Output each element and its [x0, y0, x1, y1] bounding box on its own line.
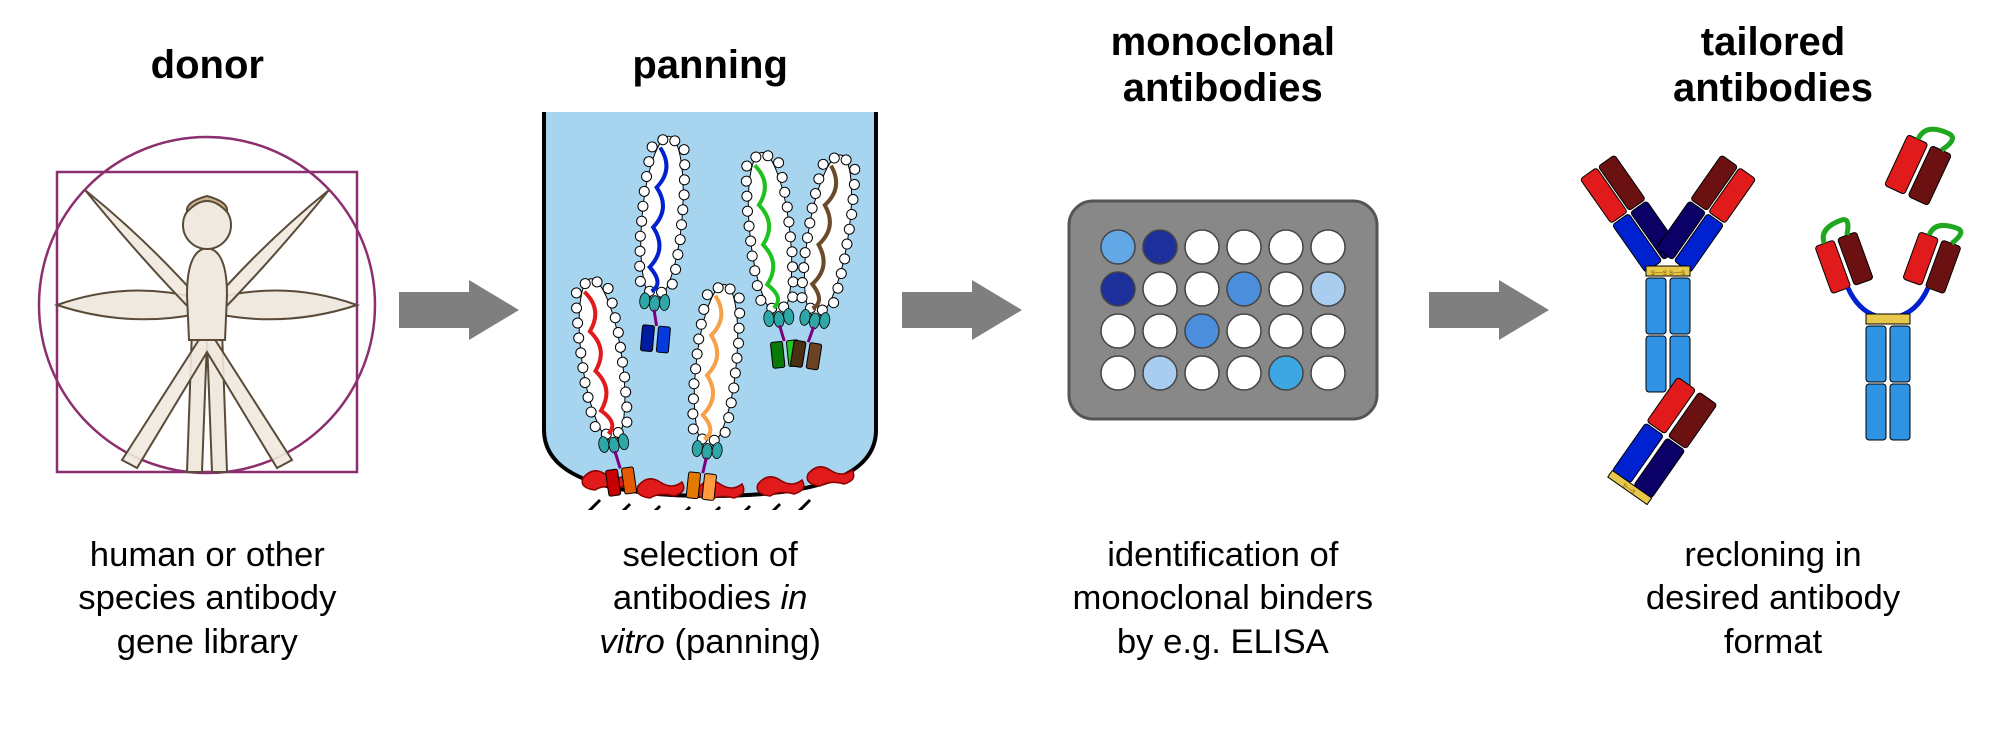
elisa-well	[1185, 356, 1219, 390]
panning-caption-line3: vitro (panning)	[599, 623, 821, 661]
step-donor-title: donor	[151, 20, 264, 110]
step-monoclonal-title: monoclonal antibodies	[1111, 20, 1335, 110]
step-tailored-image: s—s s—s s—s	[1558, 110, 1988, 510]
panning-caption-line1: selection of	[622, 536, 797, 574]
step-monoclonal-caption: identification of monoclonal binders by …	[1073, 534, 1374, 664]
elisa-well	[1101, 356, 1135, 390]
step-donor-caption: human or other species antibody gene lib…	[78, 534, 336, 664]
arrow-icon	[902, 280, 1022, 340]
step-tailored: tailored antibodies	[1558, 20, 1988, 664]
elisa-well	[1143, 314, 1177, 348]
format-scfv-fc	[1809, 217, 1966, 440]
elisa-well	[1101, 230, 1135, 264]
elisa-well	[1143, 272, 1177, 306]
format-scfv	[1884, 118, 1959, 205]
elisa-well	[1311, 314, 1345, 348]
panning-svg	[530, 110, 890, 510]
panning-caption-line2: antibodies in	[613, 579, 808, 617]
step-tailored-title: tailored antibodies	[1673, 20, 1873, 110]
elisa-well	[1269, 356, 1303, 390]
arrow-icon	[1429, 280, 1549, 340]
elisa-well	[1269, 230, 1303, 264]
arrow-3	[1420, 20, 1558, 510]
elisa-well	[1227, 272, 1261, 306]
step-panning: panning	[523, 20, 898, 664]
elisa-well	[1143, 230, 1177, 264]
step-monoclonal: monoclonal antibodies identification of …	[1026, 20, 1420, 664]
antibody-phage-display-workflow: donor	[20, 20, 1988, 664]
step-monoclonal-image	[1063, 110, 1383, 510]
elisa-well	[1227, 314, 1261, 348]
step-donor-image	[37, 110, 377, 510]
arrow-1	[395, 20, 523, 510]
elisa-well	[1269, 314, 1303, 348]
elisa-well	[1185, 314, 1219, 348]
elisa-well	[1311, 356, 1345, 390]
step-donor: donor	[20, 20, 395, 664]
format-igg: s—s s—s	[1580, 155, 1756, 392]
step-panning-caption: selection of antibodies in vitro (pannin…	[599, 534, 821, 664]
elisa-well	[1311, 230, 1345, 264]
elisa-well	[1185, 272, 1219, 306]
step-panning-image	[530, 110, 890, 510]
format-fab: s—s	[1607, 377, 1717, 505]
elisa-well	[1269, 272, 1303, 306]
elisa-well	[1227, 230, 1261, 264]
step-panning-title: panning	[632, 20, 788, 110]
elisa-well	[1101, 314, 1135, 348]
svg-text:s—s s—s: s—s s—s	[1651, 268, 1685, 277]
elisa-well	[1101, 272, 1135, 306]
arrow-icon	[399, 280, 519, 340]
arrow-2	[897, 20, 1025, 510]
elisa-plate-svg	[1063, 195, 1383, 425]
elisa-well	[1143, 356, 1177, 390]
elisa-well	[1311, 272, 1345, 306]
elisa-well	[1227, 356, 1261, 390]
elisa-well	[1185, 230, 1219, 264]
step-tailored-caption: recloning in desired antibody format	[1646, 534, 1900, 664]
antibody-formats-svg: s—s s—s s—s	[1558, 110, 1988, 510]
vitruvian-svg	[37, 130, 377, 490]
